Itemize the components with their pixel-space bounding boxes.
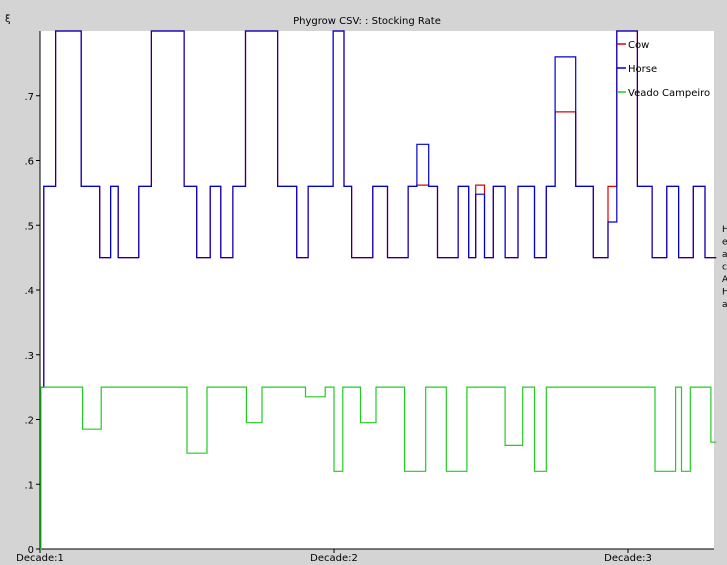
legend-label: Cow: [628, 40, 649, 51]
series-line-horse: [40, 30, 717, 388]
side-letter: a: [722, 250, 727, 260]
legend-label: Veado Campeiro: [628, 88, 710, 99]
y-tick-label: .2: [24, 416, 34, 427]
axes: 0 .1 .2 .3 .4 .5 .6 .7 Decade:1 Decade:2 Decade:3: [16, 31, 714, 564]
y-tick-label: .1: [24, 480, 34, 491]
legend: Cow Horse Veado Campeiro: [617, 40, 710, 99]
x-tick-label: Decade:1: [16, 553, 64, 564]
y-tick-label: .4: [24, 286, 34, 297]
plot-area: [40, 31, 714, 549]
y-tick-label: .3: [24, 351, 34, 362]
side-letter: H: [722, 288, 727, 298]
side-letter: e: [722, 238, 727, 248]
y-tick-label: .5: [24, 221, 34, 232]
legend-label: Horse: [628, 64, 657, 75]
side-letter: A: [722, 275, 727, 285]
y-tick-label: .6: [24, 157, 34, 168]
y-tick-label: 0: [28, 545, 34, 556]
side-letter: a: [722, 300, 727, 310]
series-layer: [40, 30, 717, 550]
chart-title: Phygrow CSV: : Stocking Rate: [293, 16, 441, 27]
x-tick-label: Decade:3: [604, 553, 652, 564]
x-tick-label: Decade:2: [310, 553, 358, 564]
series-line-veado-campeiro: [40, 386, 717, 550]
side-letter: H: [722, 225, 727, 235]
y-tick-label: .7: [24, 92, 34, 103]
side-letter: c: [722, 263, 727, 273]
corner-glyph: ξ: [5, 14, 11, 25]
